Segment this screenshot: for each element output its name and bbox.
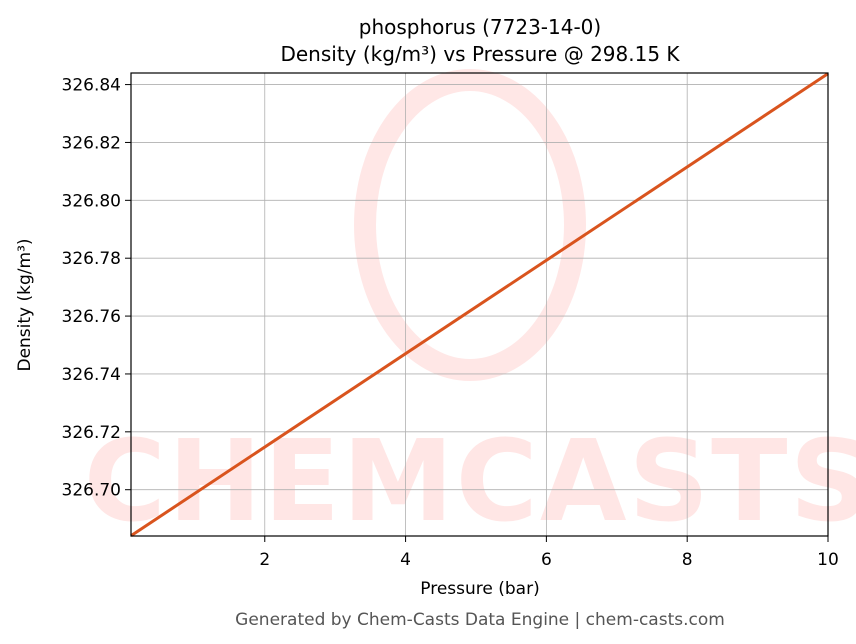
- y-tick-label: 326.82: [62, 133, 121, 153]
- plot-frame: [130, 72, 829, 537]
- watermark-logo: [354, 69, 586, 381]
- y-tick-label: 326.78: [62, 249, 121, 269]
- footer: Generated by Chem-Casts Data Engine | ch…: [235, 610, 725, 630]
- y-axis-label: Density (kg/m³): [15, 238, 35, 371]
- y-tick-label: 326.84: [62, 76, 121, 96]
- y-tick-label: 326.74: [62, 365, 121, 385]
- x-axis-label: Pressure (bar): [420, 579, 539, 599]
- y-tick-label: 326.72: [62, 423, 121, 443]
- y-tick-label: 326.70: [62, 481, 121, 501]
- y-tick-label: 326.80: [62, 191, 121, 211]
- data-line: [130, 72, 829, 537]
- watermark-text: CHEMCASTS: [84, 417, 856, 547]
- x-tick-label: 10: [817, 550, 839, 570]
- watermark: CHEMCASTS: [84, 69, 856, 547]
- x-tick-label: 8: [682, 550, 693, 570]
- x-tick-label: 2: [259, 550, 270, 570]
- chart-title: phosphorus (7723-14-0): [359, 15, 601, 39]
- x-tick-label: 4: [400, 550, 411, 570]
- y-tick-label: 326.76: [62, 307, 121, 327]
- x-tick-label: 6: [541, 550, 552, 570]
- chart-subtitle: Density (kg/m³) vs Pressure @ 298.15 K: [280, 42, 680, 66]
